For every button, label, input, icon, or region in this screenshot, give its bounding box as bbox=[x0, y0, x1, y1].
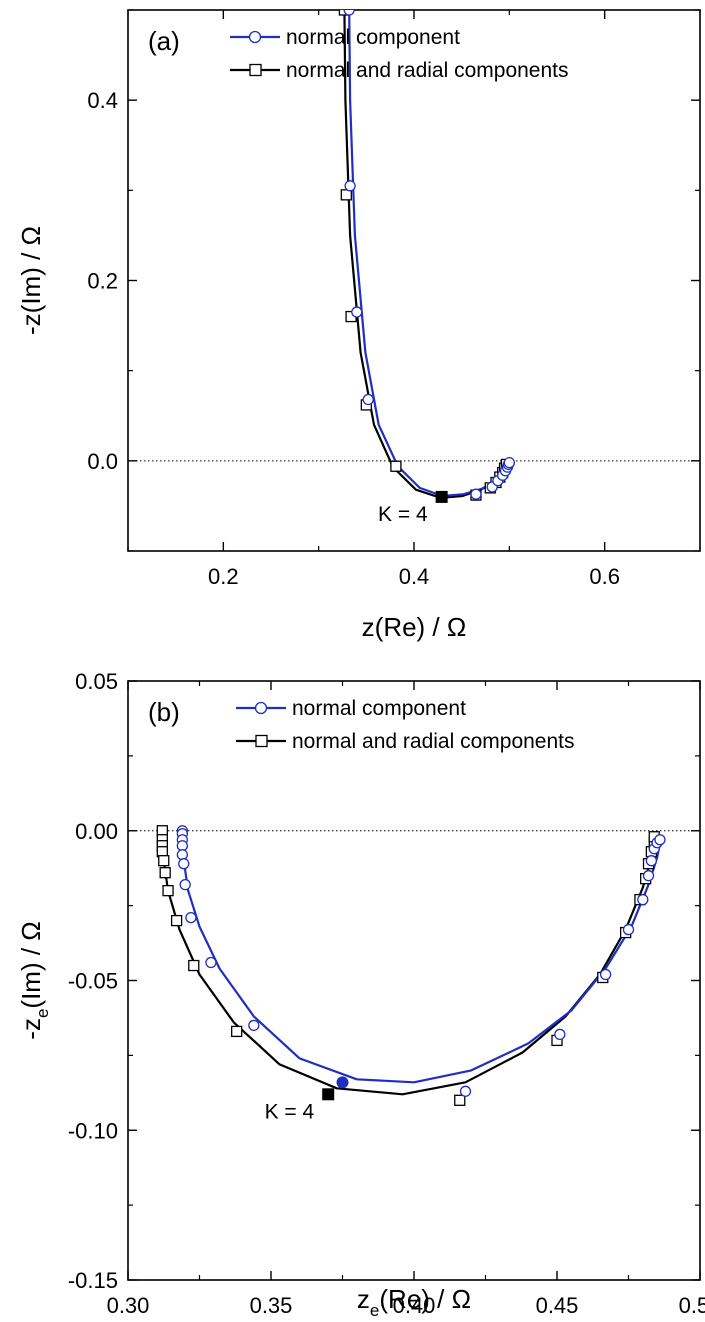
data-point-square bbox=[454, 1094, 466, 1106]
data-point-circle bbox=[622, 923, 635, 936]
legend-label: normal component bbox=[292, 697, 466, 720]
x-tick-label: 0.45 bbox=[536, 1293, 579, 1318]
legend-marker-circle bbox=[254, 701, 268, 715]
data-point-circle bbox=[654, 834, 666, 846]
y-axis-title: -z(Im) / Ω bbox=[16, 226, 46, 335]
data-point-circle bbox=[645, 855, 658, 867]
data-point-square bbox=[159, 867, 171, 879]
y-tick-label: 0.0 bbox=[87, 449, 118, 474]
data-point-square bbox=[231, 1025, 243, 1038]
highlighted-point-square bbox=[435, 490, 448, 503]
highlighted-point-circle bbox=[336, 1076, 349, 1089]
x-tick-label: 0.30 bbox=[107, 1293, 150, 1318]
k-annotation: K = 4 bbox=[265, 1100, 315, 1123]
data-point-circle bbox=[248, 1019, 260, 1032]
y-tick-label: 0.05 bbox=[75, 669, 118, 694]
y-tick-label: -0.15 bbox=[68, 1268, 118, 1293]
data-point-circle bbox=[351, 306, 363, 318]
data-point-square bbox=[170, 914, 183, 927]
y-axis-title-rest: (Im) / Ω bbox=[16, 921, 46, 1008]
data-point-circle bbox=[459, 1085, 472, 1097]
data-layer bbox=[338, 10, 515, 503]
data-point-circle bbox=[470, 488, 482, 500]
data-layer bbox=[156, 825, 666, 1106]
legend-label: normal and radial components bbox=[286, 59, 569, 82]
y-tick-label: -0.10 bbox=[68, 1118, 118, 1143]
x-tick-label: 0.40 bbox=[393, 1293, 436, 1318]
data-point-circle bbox=[179, 879, 191, 891]
x-axis-title-main: z bbox=[357, 1284, 370, 1314]
y-axis-title: -ze(Im) / Ω bbox=[16, 921, 52, 1039]
legend-label: normal component bbox=[286, 26, 460, 49]
data-point-circle bbox=[362, 393, 374, 406]
data-point-circle bbox=[344, 180, 356, 192]
data-point-circle bbox=[554, 1028, 566, 1041]
data-point-square bbox=[188, 959, 200, 972]
legend-marker-circle bbox=[248, 30, 262, 44]
legend-marker-square bbox=[249, 63, 262, 77]
data-point-circle bbox=[637, 893, 649, 906]
y-tick-label: 0.00 bbox=[75, 819, 118, 844]
x-axis-title: ze(Re) / Ω bbox=[357, 1284, 471, 1320]
panel-label: (a) bbox=[148, 26, 180, 56]
y-tick-label: 0.4 bbox=[87, 88, 118, 113]
x-axis-title: z(Re) / Ω bbox=[362, 612, 467, 642]
x-axis-title-rest: (Re) / Ω bbox=[379, 1284, 471, 1314]
data-point-circle bbox=[176, 849, 188, 861]
legend-label: normal and radial components bbox=[292, 730, 575, 753]
y-axis-title-main: -z bbox=[16, 1018, 46, 1040]
x-tick-label: 0.35 bbox=[250, 1293, 293, 1318]
legend-marker-square bbox=[255, 734, 268, 748]
data-point-circle bbox=[642, 870, 655, 882]
highlighted-point-square bbox=[322, 1088, 335, 1101]
x-axis-title-sub: e bbox=[370, 1301, 379, 1320]
x-tick-label: 0.6 bbox=[589, 564, 620, 589]
x-tick-label: 0.50 bbox=[679, 1293, 705, 1318]
data-point-square bbox=[158, 855, 170, 867]
k-annotation: K = 4 bbox=[378, 503, 428, 526]
data-point-circle bbox=[599, 968, 612, 981]
y-axis-title-sub: e bbox=[33, 1009, 52, 1018]
data-point-circle bbox=[178, 858, 190, 870]
x-tick-label: 0.2 bbox=[208, 564, 239, 589]
chart-panel-b: 0.30 0.35 0.40 0.45 0.50 -0.15 -0.10 -0.05 0.00 0… bbox=[16, 669, 705, 1320]
chart-panel-a: 0.2 0.4 0.6 0.0 0.2 0.4 K = 4 (a) normal compone… bbox=[16, 9, 701, 642]
y-tick-label: 0.2 bbox=[87, 269, 118, 294]
x-tick-label: 0.4 bbox=[399, 564, 430, 589]
data-point-circle bbox=[185, 911, 197, 924]
panel-label: (b) bbox=[148, 697, 180, 727]
data-point-circle bbox=[503, 456, 515, 469]
data-point-square bbox=[162, 885, 174, 897]
data-point-square bbox=[390, 460, 402, 472]
data-point-circle bbox=[343, 10, 355, 16]
data-point-circle bbox=[205, 956, 217, 969]
y-tick-label: -0.05 bbox=[68, 969, 118, 994]
